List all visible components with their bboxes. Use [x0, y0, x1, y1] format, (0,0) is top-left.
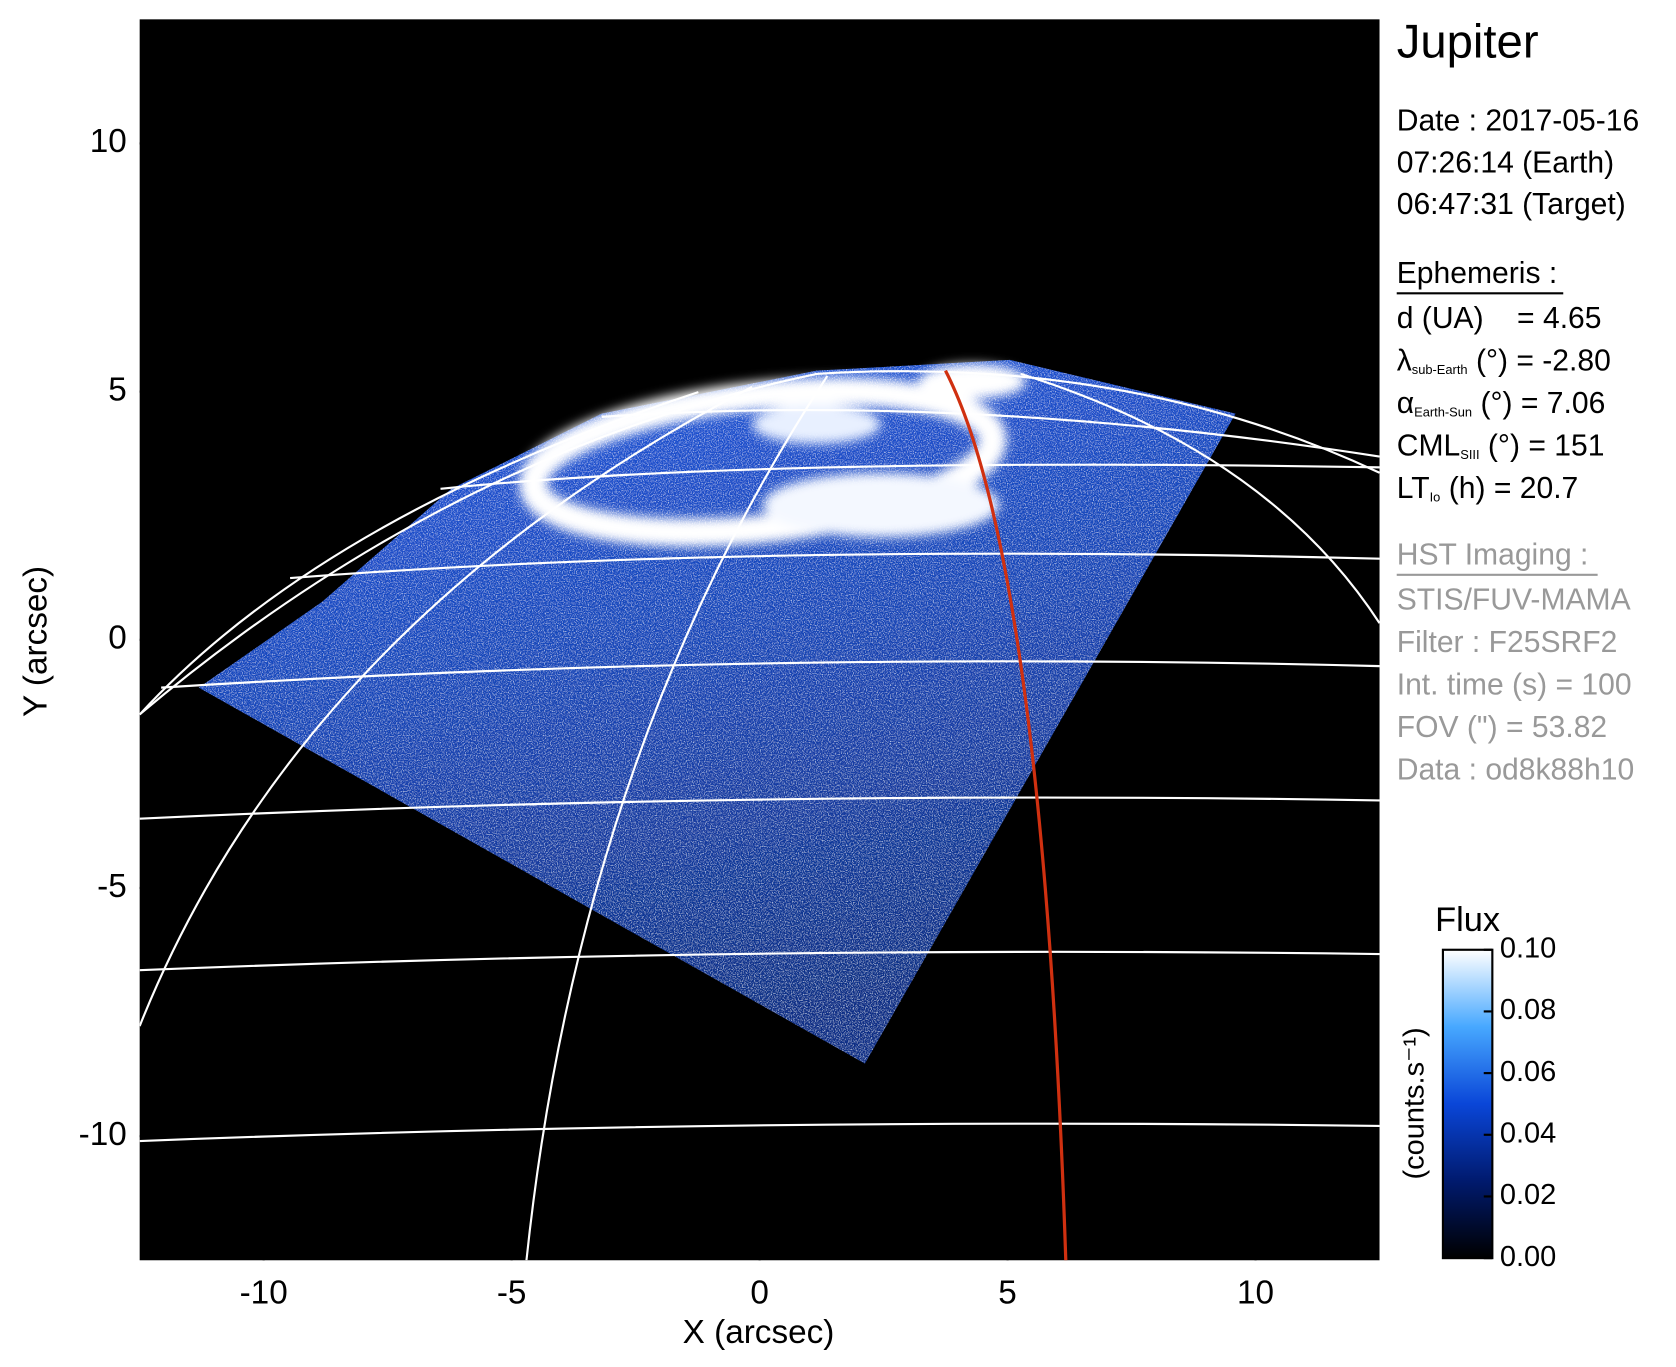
date-line: 06:47:31 (Target)	[1397, 188, 1626, 221]
colorbar	[1441, 948, 1494, 1260]
ephemeris-subscript: sub-Earth	[1412, 363, 1468, 378]
imaging-line: Filter : F25SRF2	[1397, 626, 1618, 659]
x-axis-label: X (arcsec)	[683, 1314, 835, 1351]
imaging-line: Int. time (s) = 100	[1397, 668, 1632, 701]
imaging-line: STIS/FUV-MAMA	[1397, 584, 1631, 617]
ephemeris-line: αEarth-Sun (°) = 7.06	[1397, 387, 1606, 420]
image	[139, 359, 1380, 1261]
y-tick-label: 5	[108, 371, 127, 408]
ephemeris-text: (°) = 7.06	[1472, 387, 1605, 420]
ephemeris-line: LTIo (h) = 20.7	[1397, 472, 1579, 505]
ephemeris-subscript: Earth-Sun	[1414, 405, 1472, 420]
imaging-line: FOV (") = 53.82	[1397, 711, 1607, 744]
x-tick-label: 10	[1237, 1274, 1274, 1311]
ephemeris-line: λsub-Earth (°) = -2.80	[1397, 345, 1611, 378]
x-tick-label: -10	[240, 1274, 288, 1311]
ephemeris-label: α	[1397, 387, 1414, 420]
colorbar-tick-label: 0.04	[1500, 1117, 1556, 1149]
y-axis-label: Y (arcsec)	[17, 566, 54, 717]
colorbar-tick-label: 0.10	[1500, 932, 1556, 964]
ephemeris-text: (°) = 151	[1480, 429, 1605, 462]
x-tick-label: -5	[497, 1274, 527, 1311]
ephemeris-label: LT	[1397, 472, 1430, 505]
colorbar-title: Flux	[1435, 901, 1500, 939]
date-line: 07:26:14 (Earth)	[1397, 146, 1614, 179]
imaging-line: Data : od8k88h10	[1397, 753, 1634, 786]
colorbar-label: (counts.s⁻¹)	[1399, 1027, 1431, 1179]
info-title: Jupiter	[1397, 16, 1539, 69]
aurora	[519, 364, 1027, 547]
colorbar-tick-label: 0.06	[1500, 1056, 1556, 1088]
ephemeris-text: (°) = -2.80	[1468, 345, 1611, 378]
y-tick-label: -5	[97, 868, 127, 905]
colorbar-tick-label: 0.00	[1500, 1241, 1556, 1273]
observed-disk	[198, 359, 1236, 1064]
colorbar-tick-label: 0.02	[1500, 1179, 1556, 1211]
ephemeris-subscript: SIII	[1460, 447, 1479, 462]
x-tick-label: 0	[750, 1274, 769, 1311]
ephemeris-line: CMLSIII (°) = 151	[1397, 429, 1605, 462]
planet-grid	[139, 370, 1380, 1261]
ephemeris-text: (h) = 20.7	[1440, 472, 1578, 505]
y-tick-label: -10	[79, 1116, 127, 1153]
section-heading: Ephemeris :	[1397, 257, 1557, 290]
ephemeris-subscript: Io	[1430, 490, 1441, 505]
colorbar-tick-label: 0.08	[1500, 994, 1556, 1026]
central-meridian	[944, 369, 1068, 1261]
figure: X (arcsec) Y (arcsec) Flux (counts.s⁻¹) …	[17, 16, 1639, 1352]
ephemeris-line: d (UA) = 4.65	[1397, 302, 1602, 335]
ephemeris-label: λ	[1397, 345, 1412, 378]
ephemeris-label: d (UA) = 4.65	[1397, 302, 1602, 335]
y-tick-label: 0	[108, 620, 127, 657]
date-line: Date : 2017-05-16	[1397, 104, 1639, 137]
section-heading: HST Imaging :	[1397, 538, 1589, 571]
x-tick-label: 5	[998, 1274, 1017, 1311]
ephemeris-label: CML	[1397, 429, 1461, 462]
y-tick-label: 10	[90, 123, 127, 160]
